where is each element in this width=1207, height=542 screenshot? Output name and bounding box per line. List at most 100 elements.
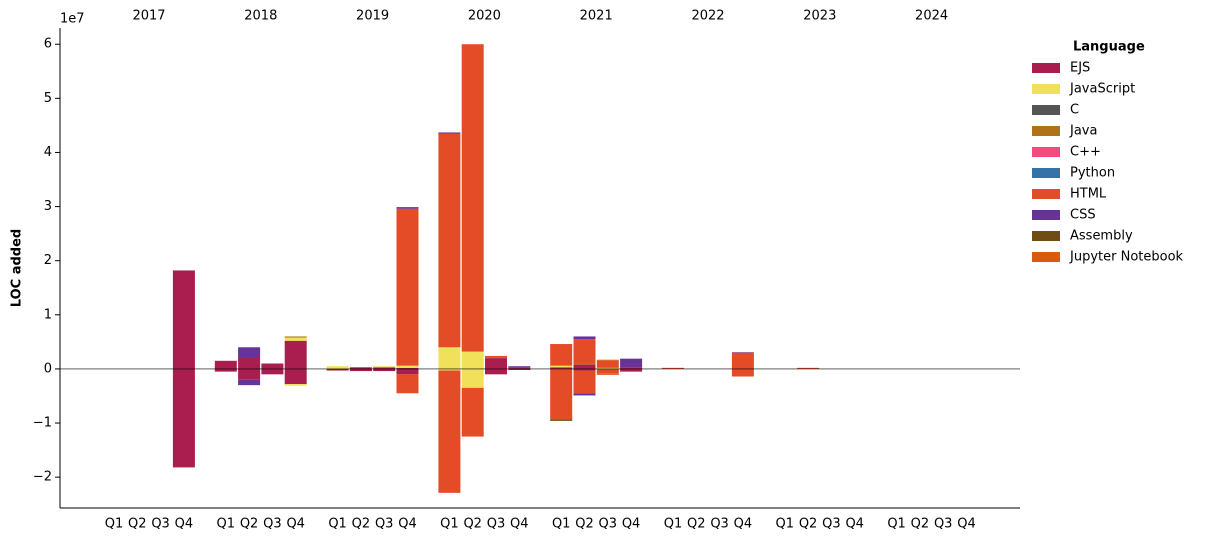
y-tick-label: −1 xyxy=(33,416,52,431)
legend-swatch xyxy=(1032,147,1060,157)
x-tick-label: Q2 xyxy=(463,517,482,532)
bar-segment xyxy=(485,357,507,359)
bar-segment xyxy=(573,363,596,365)
bar-segment xyxy=(438,132,461,134)
bar-segment xyxy=(373,367,396,369)
x-tick-label: Q4 xyxy=(957,517,976,532)
bar-segment xyxy=(172,270,195,369)
bar-segment xyxy=(284,336,307,338)
bar-segment xyxy=(596,359,619,361)
legend-label: HTML xyxy=(1070,187,1107,202)
x-tick-label: Q3 xyxy=(151,517,170,532)
y-tick-label: 0 xyxy=(44,361,52,376)
legend-label: CSS xyxy=(1070,208,1096,223)
bar-segment xyxy=(326,366,349,369)
bar-segment xyxy=(508,367,531,369)
bar-segment-removed xyxy=(326,368,349,371)
y-tick-label: −2 xyxy=(33,470,52,485)
bar-segment-removed xyxy=(550,419,573,421)
x-tick-label: Q2 xyxy=(911,517,930,532)
bar-segment-removed xyxy=(485,368,507,375)
y-tick-label: 2 xyxy=(44,253,52,268)
bar-segment-removed xyxy=(438,368,461,371)
legend-label: Jupyter Notebook xyxy=(1069,250,1184,265)
bar-segment xyxy=(396,367,419,369)
bar-segment xyxy=(508,366,531,368)
year-label: 2024 xyxy=(915,9,948,24)
bar-segment-removed xyxy=(550,368,573,420)
bar-segment xyxy=(573,364,596,369)
legend-label: EJS xyxy=(1070,61,1090,76)
legend-label: C xyxy=(1070,103,1079,118)
bar-segment xyxy=(284,337,307,341)
bar-segment-removed xyxy=(573,393,596,396)
year-label: 2022 xyxy=(691,9,724,24)
y-offset-label: 1e7 xyxy=(60,12,85,27)
x-tick-label: Q4 xyxy=(845,517,864,532)
bar-segment xyxy=(396,208,419,366)
bar-segment xyxy=(461,44,484,352)
bar-segment xyxy=(550,344,573,366)
bar-segment-removed xyxy=(573,368,596,371)
bar-segment-removed xyxy=(284,368,307,385)
x-tick-label: Q1 xyxy=(887,517,906,532)
bar-segment xyxy=(662,367,684,369)
bar-segment xyxy=(396,365,419,368)
x-tick-label: Q1 xyxy=(552,517,571,532)
x-tick-label: Q4 xyxy=(734,517,753,532)
x-tick-label: Q2 xyxy=(687,517,706,532)
bar-segment xyxy=(550,367,573,369)
bar-segment-removed xyxy=(172,368,195,468)
bar-segment xyxy=(573,339,596,364)
legend-swatch xyxy=(1032,189,1060,199)
legend-swatch xyxy=(1032,252,1060,262)
x-tick-label: Q4 xyxy=(175,517,194,532)
x-tick-label: Q1 xyxy=(776,517,795,532)
bar-segment xyxy=(731,352,754,353)
x-tick-label: Q2 xyxy=(575,517,594,532)
x-tick-label: Q1 xyxy=(440,517,459,532)
bar-segment xyxy=(438,133,461,348)
x-tick-label: Q3 xyxy=(487,517,506,532)
bar-segment-removed xyxy=(461,368,484,388)
bar-segment-removed xyxy=(396,374,419,394)
bar-segment-removed xyxy=(461,387,484,437)
x-tick-label: Q2 xyxy=(799,517,818,532)
bar-segment-removed xyxy=(508,368,531,371)
legend-swatch xyxy=(1032,105,1060,115)
x-tick-label: Q1 xyxy=(328,517,347,532)
year-label: 2019 xyxy=(356,9,389,24)
bar-segment xyxy=(596,360,619,368)
bar-segment xyxy=(214,360,237,369)
bar-segment xyxy=(238,347,261,358)
y-axis-label: LOC added xyxy=(10,229,25,307)
bar-segment-removed xyxy=(596,368,619,374)
bar-segment-removed xyxy=(620,368,643,372)
bar-segment xyxy=(620,367,643,369)
x-tick-label: Q3 xyxy=(263,517,282,532)
bar-segment xyxy=(550,365,573,368)
x-tick-label: Q4 xyxy=(622,517,641,532)
x-tick-label: Q3 xyxy=(710,517,729,532)
y-tick-label: 5 xyxy=(44,91,52,106)
legend-swatch xyxy=(1032,126,1060,136)
legend-swatch xyxy=(1032,231,1060,241)
bar-segment xyxy=(349,367,372,369)
bar-segment-removed xyxy=(573,370,596,394)
x-tick-label: Q3 xyxy=(934,517,953,532)
legend-label: Assembly xyxy=(1070,229,1133,244)
legend-label: Java xyxy=(1069,124,1097,139)
x-tick-label: Q4 xyxy=(510,517,529,532)
legend-label: C++ xyxy=(1070,145,1101,160)
legend-label: Python xyxy=(1070,166,1115,181)
bar-segment xyxy=(731,352,754,369)
y-tick-label: 3 xyxy=(44,199,52,214)
legend-label: JavaScript xyxy=(1069,82,1135,97)
bar-segment xyxy=(797,367,820,369)
bar-segment-removed xyxy=(284,384,307,386)
x-tick-label: Q1 xyxy=(217,517,236,532)
bar-segment xyxy=(485,355,507,358)
bar-segment-removed xyxy=(349,368,372,372)
bar-segment xyxy=(396,207,419,209)
y-tick-label: 6 xyxy=(44,37,52,52)
